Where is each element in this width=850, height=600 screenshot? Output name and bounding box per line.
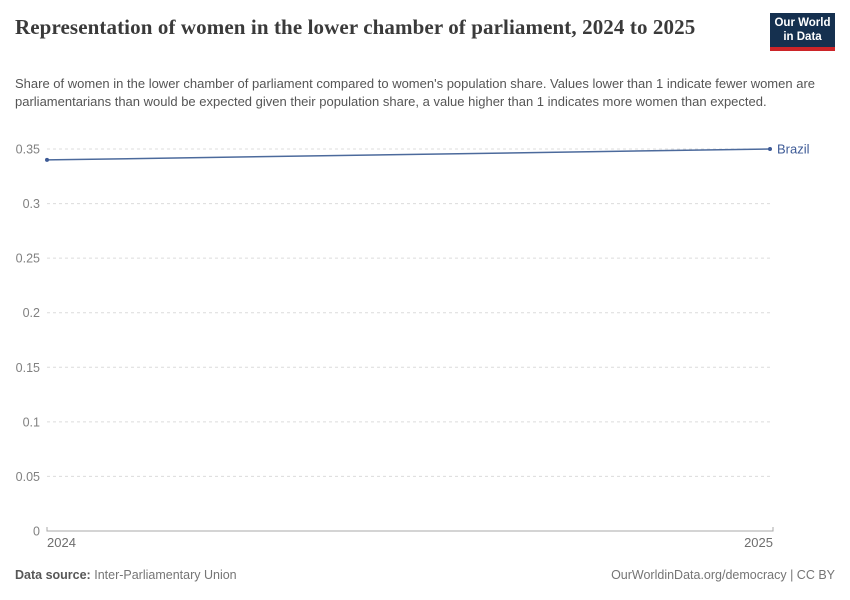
page-title: Representation of women in the lower cha…: [15, 15, 696, 39]
y-tick-label: 0.2: [23, 306, 40, 320]
owid-logo-line1: Our World: [774, 17, 831, 29]
x-tick-label: 2024: [47, 535, 76, 550]
license-note: OurWorldinData.org/democracy | CC BY: [611, 568, 835, 582]
y-tick-label: 0.05: [16, 470, 40, 484]
chart-footer: Data source: Inter-Parliamentary Union O…: [15, 568, 835, 582]
y-tick-label: 0.25: [16, 252, 40, 266]
x-tick-label: 2025: [744, 535, 773, 550]
owid-logo: Our World in Data: [770, 13, 835, 51]
series-label[interactable]: Brazil: [777, 142, 810, 157]
series-line[interactable]: [46, 148, 771, 161]
series-point[interactable]: [45, 157, 49, 162]
y-tick-label: 0: [33, 525, 40, 539]
series-point[interactable]: [768, 147, 772, 151]
y-tick-label: 0.35: [16, 143, 40, 157]
line-chart-plot[interactable]: 0 0.05 0.1 0.15 0.2 0.25 0.3 0.35 2024 2025 Brazil: [0, 135, 850, 560]
owid-logo-box: Our World in Data: [770, 13, 835, 47]
x-axis: [46, 527, 774, 532]
data-source-value: Inter-Parliamentary Union: [94, 568, 237, 582]
y-tick-label: 0.1: [23, 415, 40, 429]
owid-logo-line2: in Data: [783, 30, 822, 43]
y-tick-label: 0.3: [23, 197, 40, 211]
chart-subtitle: Share of women in the lower chamber of p…: [15, 76, 816, 109]
data-source-label: Data source:: [15, 568, 91, 582]
owid-logo-accent-bar: [770, 47, 835, 51]
y-tick-label: 0.15: [16, 361, 40, 375]
data-source-note: Data source: Inter-Parliamentary Union: [15, 568, 237, 582]
